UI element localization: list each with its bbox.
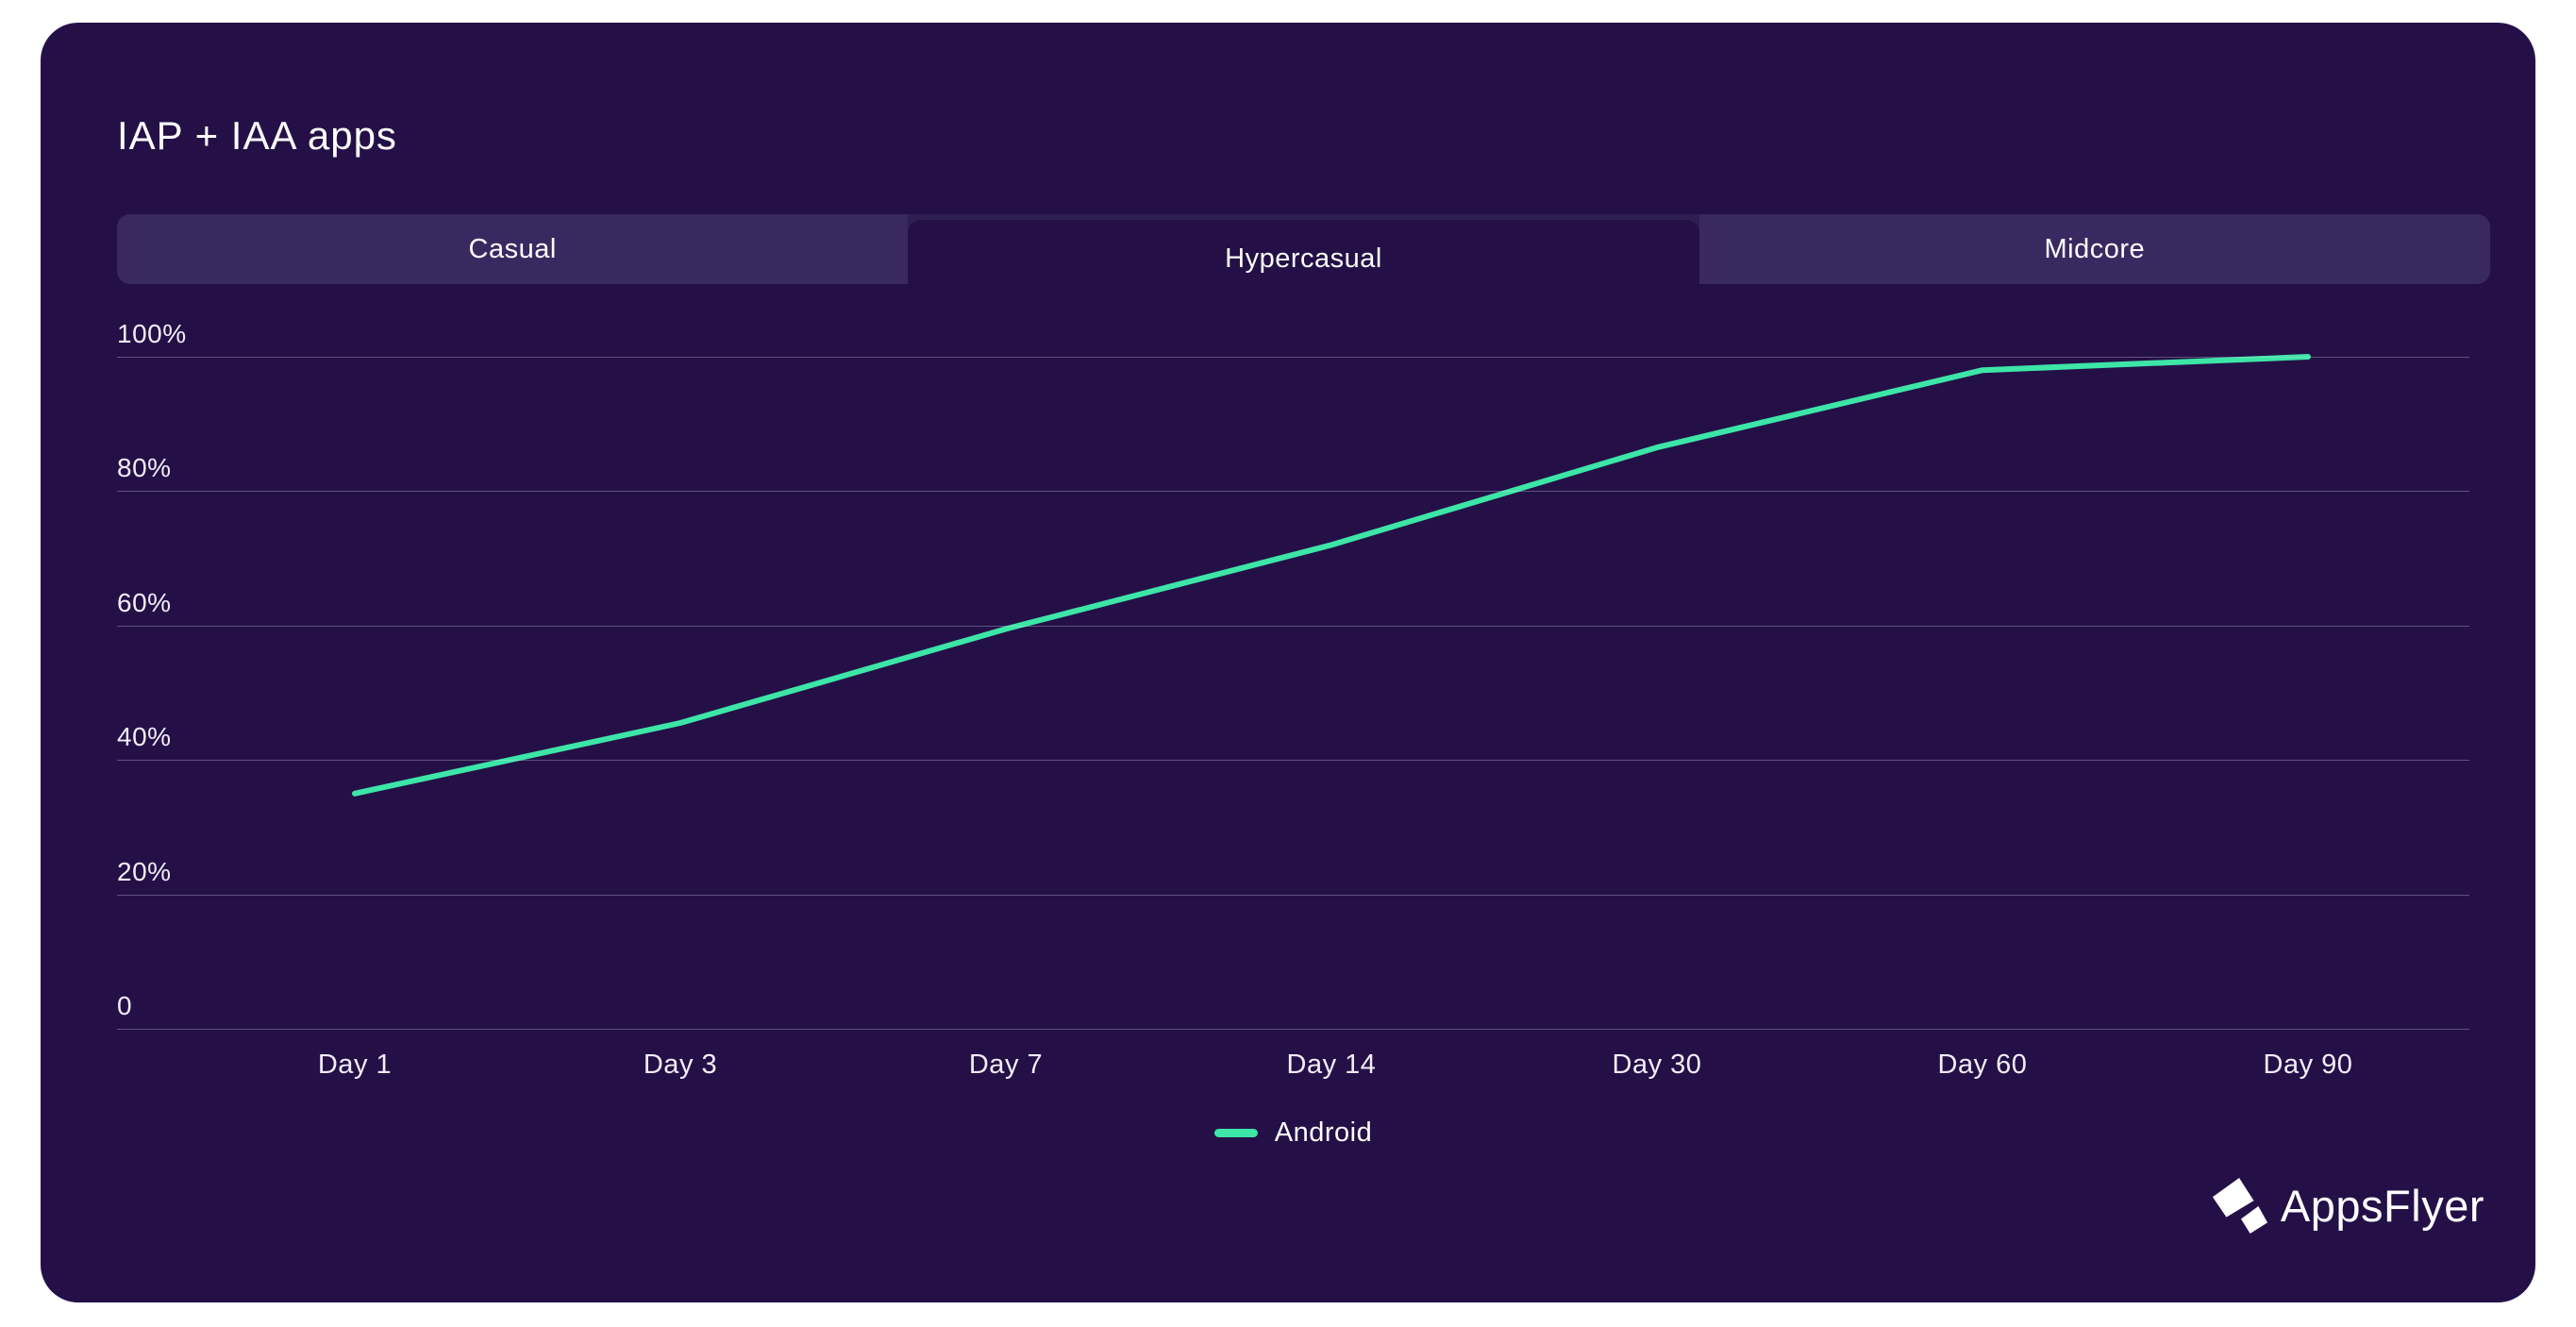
tab-casual[interactable]: Casual: [117, 214, 909, 284]
android-series-line: [352, 354, 2311, 797]
y-axis-tick-label: 60%: [117, 587, 172, 617]
gridline-80%: [117, 491, 2469, 493]
y-axis-tick-label: 80%: [117, 453, 172, 483]
x-axis-tick-label: Day 14: [1286, 1050, 1377, 1080]
x-axis-tick-label: Day 60: [1937, 1050, 2028, 1080]
appsflyer-logo: AppsFlyer: [2211, 1176, 2484, 1235]
x-axis-tick-label: Day 7: [968, 1050, 1044, 1080]
y-axis-tick-label: 40%: [117, 722, 172, 752]
line-chart: Android 100% 80% 60% 40% 20% 0 Day 1 Day 3 Day 7…: [117, 319, 2469, 1148]
chart-card: IAP + IAA apps Casual Hypercasual Midcor…: [41, 23, 2535, 1302]
gridline-60%: [117, 625, 2469, 627]
tab-hypercasual[interactable]: Hypercasual: [908, 220, 1699, 297]
x-axis-tick-label: Day 30: [1612, 1050, 1702, 1080]
legend-label-android: Android: [1274, 1117, 1373, 1148]
gridline-100%: [117, 357, 2469, 358]
y-axis-tick-label: 100%: [117, 319, 187, 348]
y-axis-tick-label: 20%: [117, 856, 172, 886]
appsflyer-logo-icon: [2212, 1177, 2267, 1235]
appsflyer-logo-text: AppsFlyer: [2280, 1180, 2484, 1231]
x-axis-tick-label: Day 1: [317, 1050, 393, 1080]
x-axis-tick-label: Day 90: [2263, 1050, 2353, 1080]
page-title: IAP + IAA apps: [117, 113, 397, 158]
gridline-20%: [117, 894, 2469, 896]
gridline-0: [117, 1029, 2469, 1030]
x-axis-tick-label: Day 3: [643, 1050, 718, 1080]
legend: Android: [117, 1117, 2469, 1149]
tab-midcore[interactable]: Midcore: [1698, 214, 2490, 284]
category-tabs: Casual Hypercasual Midcore: [117, 214, 2490, 297]
y-axis-tick-label: 0: [117, 991, 133, 1020]
gridline-40%: [117, 760, 2469, 762]
legend-swatch-android: [1213, 1129, 1258, 1137]
